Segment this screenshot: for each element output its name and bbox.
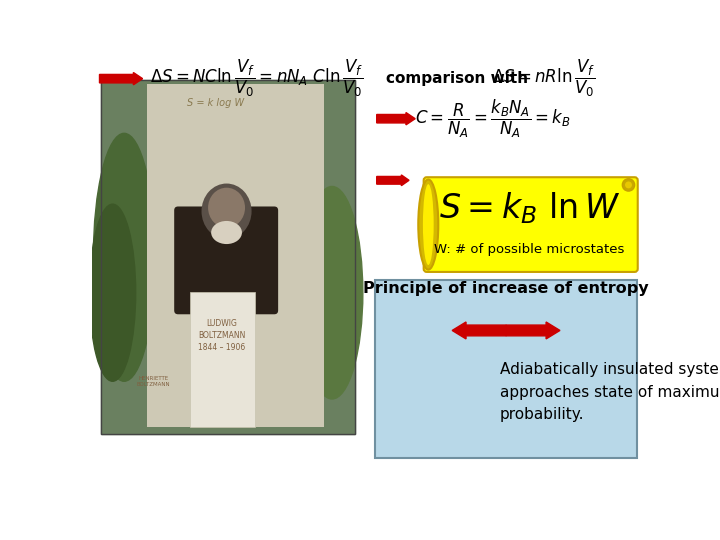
- FancyArrow shape: [452, 322, 506, 339]
- FancyArrow shape: [506, 322, 560, 339]
- Text: Adiabatically insulated system
approaches state of maximum
probability.: Adiabatically insulated system approache…: [500, 362, 720, 422]
- Ellipse shape: [208, 188, 245, 228]
- Ellipse shape: [89, 204, 135, 381]
- Ellipse shape: [211, 221, 242, 244]
- Ellipse shape: [625, 181, 632, 188]
- Ellipse shape: [418, 179, 438, 269]
- Text: comparison with: comparison with: [386, 71, 528, 86]
- Text: S = k log W: S = k log W: [186, 98, 244, 109]
- FancyArrow shape: [99, 72, 143, 85]
- FancyArrow shape: [377, 112, 415, 125]
- Ellipse shape: [423, 184, 433, 265]
- Bar: [101, 80, 355, 434]
- Text: $\Delta S = nR\ln\dfrac{V_f}{V_0}$: $\Delta S = nR\ln\dfrac{V_f}{V_0}$: [492, 58, 595, 99]
- FancyBboxPatch shape: [189, 292, 255, 427]
- Text: HENRIETTE
BOLTZMANN: HENRIETTE BOLTZMANN: [137, 376, 170, 387]
- Text: W: # of possible microstates: W: # of possible microstates: [434, 243, 624, 256]
- Text: $C = \dfrac{R}{N_A} = \dfrac{k_B N_A}{N_A} = k_B$: $C = \dfrac{R}{N_A} = \dfrac{k_B N_A}{N_…: [415, 98, 571, 140]
- FancyBboxPatch shape: [375, 280, 637, 457]
- FancyBboxPatch shape: [148, 84, 324, 427]
- Ellipse shape: [94, 133, 155, 381]
- Text: $\Delta S = NC\ln\dfrac{V_f}{V_0} = nN_A\ C\ln\dfrac{V_f}{V_0}$: $\Delta S = NC\ln\dfrac{V_f}{V_0} = nN_A…: [150, 58, 363, 99]
- Ellipse shape: [301, 186, 363, 399]
- FancyArrow shape: [377, 175, 409, 186]
- FancyBboxPatch shape: [174, 206, 278, 314]
- Ellipse shape: [622, 179, 634, 191]
- Ellipse shape: [202, 184, 251, 239]
- FancyBboxPatch shape: [423, 177, 638, 272]
- Text: LUDWIG
BOLTZMANN
1844 – 1906: LUDWIG BOLTZMANN 1844 – 1906: [198, 319, 246, 352]
- Text: $S = k_B\ \ln W$: $S = k_B\ \ln W$: [438, 191, 620, 226]
- Bar: [101, 80, 355, 434]
- Text: Principle of increase of entropy: Principle of increase of entropy: [364, 281, 649, 295]
